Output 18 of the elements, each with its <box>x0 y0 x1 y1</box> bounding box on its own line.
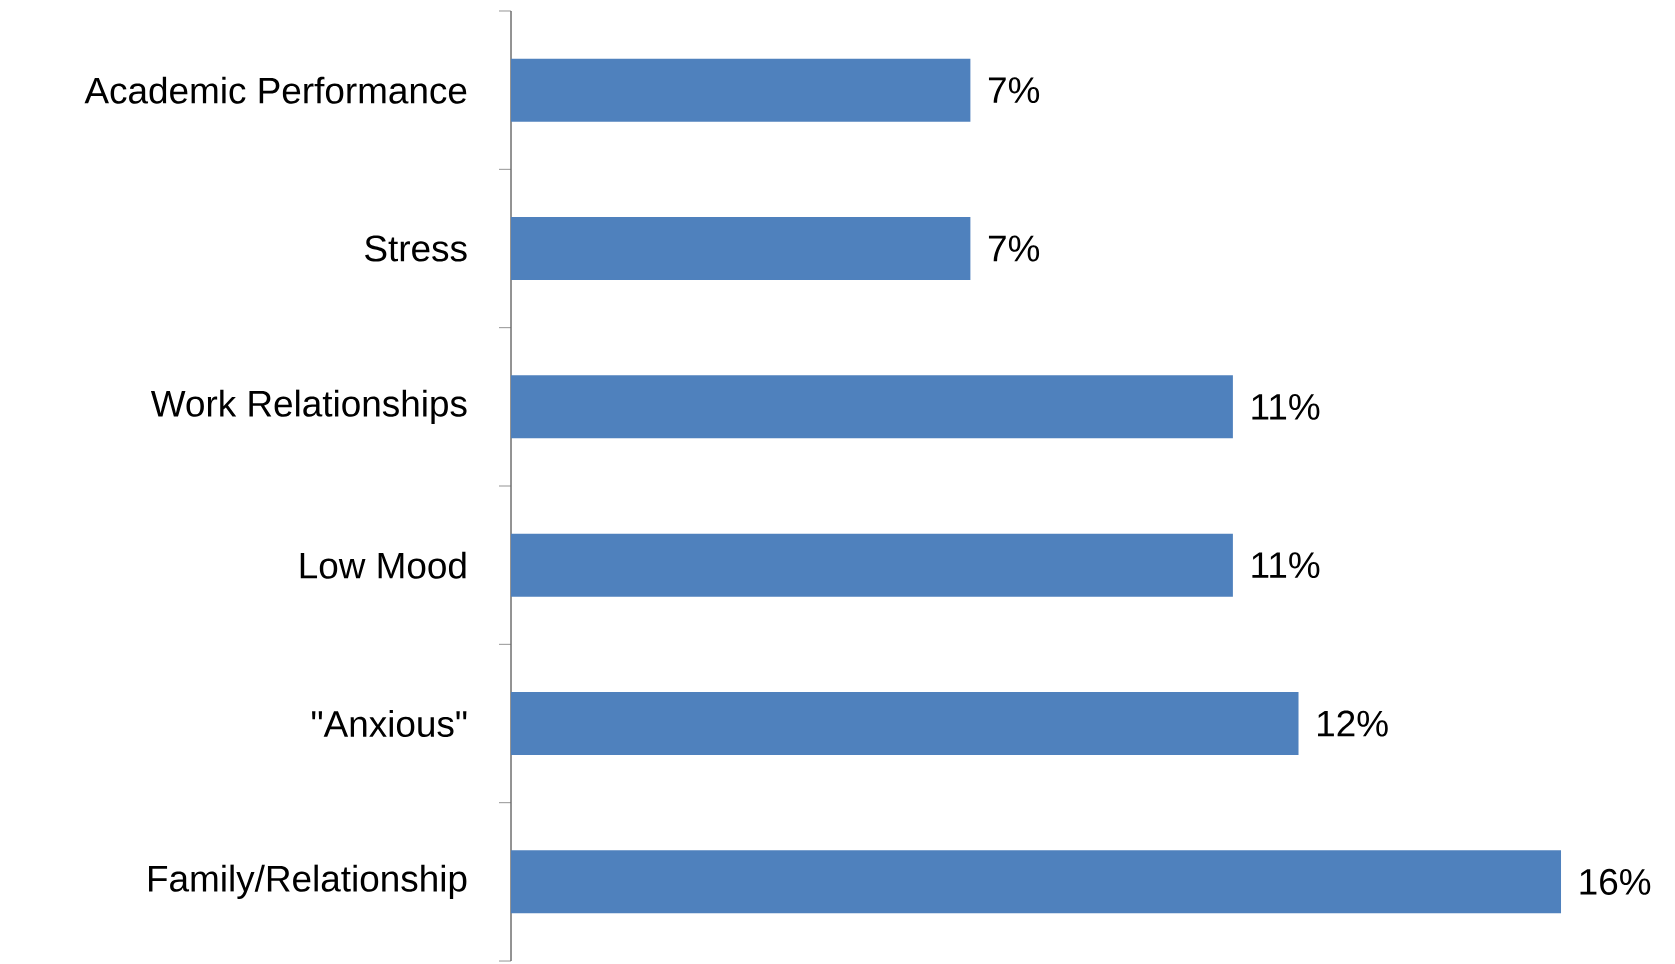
bar <box>511 375 1233 439</box>
data-label: 7% <box>988 77 1040 104</box>
y-tick-label: Low Mood <box>300 551 466 579</box>
y-tick-label: Work Relationships <box>150 389 467 425</box>
data-label: 12% <box>1318 710 1388 737</box>
data-label: 11% <box>1252 552 1320 579</box>
y-tick-label: "Anxious" <box>312 709 467 738</box>
y-tick-label: Family/Relationship <box>149 864 467 900</box>
data-label: 16% <box>1580 868 1651 895</box>
bar <box>511 58 971 122</box>
data-label: 11% <box>1252 393 1320 420</box>
bar <box>511 217 971 280</box>
y-tick-label: Academic Performance <box>84 76 467 104</box>
bar <box>511 850 1562 914</box>
y-tick-label: Stress <box>365 235 467 262</box>
data-label: 7% <box>988 235 1040 262</box>
bar <box>511 533 1233 597</box>
bar <box>511 692 1299 756</box>
